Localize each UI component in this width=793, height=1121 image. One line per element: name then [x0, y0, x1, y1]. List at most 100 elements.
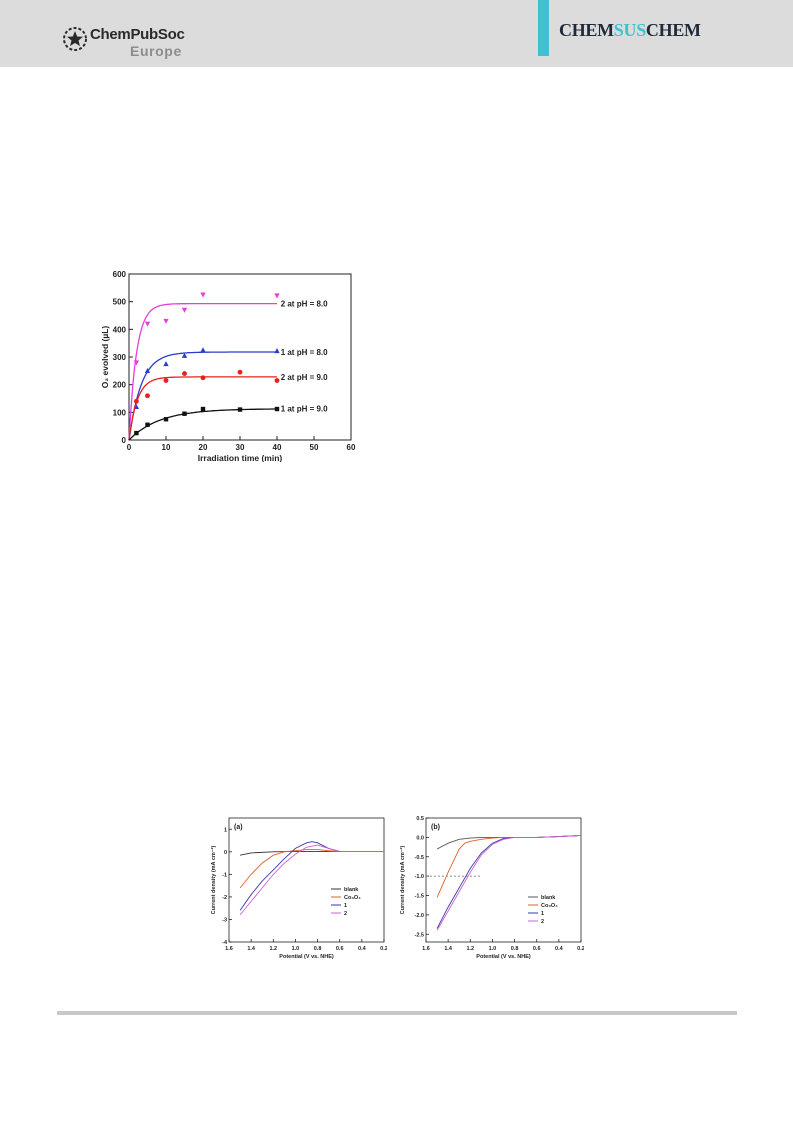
legend-label: 1	[541, 911, 544, 917]
y-tick-label: 0	[122, 436, 127, 445]
data-point	[200, 406, 206, 412]
y-tick-label: -1.5	[415, 894, 424, 900]
x-tick-label: 0.6	[336, 946, 344, 952]
data-point	[145, 393, 150, 399]
y-tick-label: -1	[222, 872, 227, 878]
x-tick-label: 0.2	[577, 946, 584, 952]
legend-label: blank	[344, 887, 359, 893]
x-tick-label: 30	[236, 443, 245, 452]
data-point	[145, 422, 150, 427]
x-tick-label: 1.2	[466, 946, 474, 952]
journal-title-part-2: SUS	[613, 20, 646, 40]
series-group: 2 at pH = 8.0	[128, 292, 328, 441]
x-tick-label: 10	[162, 443, 171, 452]
o2-evolution-chart: 0 10 20 30 40 50 600100200300400500600Irradiat…	[100, 270, 356, 462]
y-tick-label: -4	[222, 940, 228, 946]
data-point	[163, 318, 169, 324]
y-axis-label: Current density (mA cm⁻²)	[399, 845, 406, 914]
x-tick-label: 1.4	[247, 946, 256, 952]
plot-frame	[425, 817, 582, 943]
x-tick-label: 1.6	[422, 946, 430, 952]
x-tick-label: 60	[347, 443, 356, 452]
lsv-panel-b-chart: 1.6 1.4 1.2 1.0 0.8 0.6 0.4 0.2 0.5 0.0 -0.5 -1.0 -1…	[399, 816, 584, 960]
y-tick-label: 600	[113, 270, 127, 279]
cv-panel-a-figure: 1.6 1.4 1.2 1.0 0.8 0.6 0.4 0.2 1 0 -1 -2 -3 -4 Potent…	[207, 816, 387, 961]
o2-evolution-figure: 0 10 20 30 40 50 60 0 100 200 300 400 500 600 Irradiat…	[100, 266, 362, 462]
legend-label: 2	[541, 919, 544, 925]
series-group: 2 at pH = 9.0	[128, 369, 328, 441]
data-point	[200, 375, 206, 381]
header-accent-bar	[538, 0, 549, 56]
series-label: 1 at pH = 8.0	[281, 348, 328, 357]
y-tick-label: 400	[113, 325, 127, 334]
legend-label: Co₃O₄	[344, 895, 361, 901]
x-tick-label: 50	[310, 443, 319, 452]
y-tick-label: 500	[113, 298, 127, 307]
series-group: 1 at pH = 9.0	[128, 405, 328, 441]
fit-curve	[128, 302, 277, 441]
x-axis-label: Potential (V vs. NHE)	[476, 954, 531, 960]
y-tick-label: -2	[222, 895, 227, 901]
y-tick-label: 0	[224, 850, 227, 856]
y-tick-label: 200	[113, 381, 127, 390]
data-point	[200, 292, 206, 298]
panel-label: (b)	[431, 824, 440, 831]
data-point	[200, 347, 206, 353]
journal-title: CHEMSUSCHEM	[559, 20, 701, 41]
x-tick-label: 1.0	[292, 946, 300, 952]
data-point	[163, 417, 169, 422]
fit-curve	[128, 408, 277, 441]
data-point	[182, 371, 187, 377]
page-header: ChemPubSoc Europe CHEMSUSCHEM	[0, 0, 793, 67]
data-point	[274, 406, 280, 412]
plot-frame	[228, 817, 385, 943]
series-group: 1 at pH = 8.0	[128, 347, 328, 441]
series-line	[239, 844, 384, 916]
series-line	[436, 834, 582, 931]
legend-label: 1	[344, 903, 347, 909]
x-tick-label: 20	[199, 443, 208, 452]
data-point	[181, 307, 188, 313]
series-label: 2 at pH = 8.0	[281, 300, 328, 309]
x-axis-label: Irradiation time (min)	[198, 453, 283, 462]
star-circle-icon	[63, 27, 87, 51]
data-point	[144, 367, 151, 374]
y-tick-label: -1.0	[415, 874, 424, 880]
x-tick-label: 40	[273, 443, 282, 452]
legend-label: 2	[344, 911, 347, 917]
legend-label: blank	[541, 895, 556, 901]
y-tick-label: -0.5	[415, 855, 424, 861]
journal-title-part-1: CHEM	[559, 20, 614, 40]
x-tick-label: 0.2	[380, 946, 387, 952]
series-line	[240, 850, 384, 856]
y-tick-label: 1	[224, 827, 227, 833]
data-point	[144, 321, 151, 327]
x-tick-label: 1.0	[489, 946, 497, 952]
data-point	[237, 369, 243, 375]
y-tick-label: 0.0	[416, 835, 424, 841]
data-point	[133, 398, 139, 404]
x-tick-label: 1.6	[225, 946, 233, 952]
data-point	[133, 360, 140, 366]
series-label: 2 at pH = 9.0	[281, 373, 328, 382]
chempubsoc-logo: ChemPubSoc Europe	[62, 22, 212, 62]
x-tick-label: 0.6	[533, 946, 541, 952]
journal-title-part-3: CHEM	[645, 20, 701, 40]
publisher-region: Europe	[130, 43, 182, 59]
y-tick-label: -2.0	[415, 913, 424, 919]
x-tick-label: 1.4	[444, 946, 453, 952]
y-axis-label: O₂ evolved (µL)	[100, 326, 110, 389]
y-tick-label: 100	[113, 408, 127, 417]
y-tick-label: -3	[222, 917, 227, 923]
panel-label: (a)	[234, 824, 243, 831]
data-point	[134, 430, 139, 436]
publisher-name: ChemPubSoc	[90, 26, 185, 43]
data-point	[274, 293, 280, 299]
lsv-panel-b-figure: 1.6 1.4 1.2 1.0 0.8 0.6 0.4 0.2 0.5 0.0 -0.5 -1.0 -1…	[396, 816, 584, 961]
y-tick-label: 300	[113, 353, 127, 362]
footer-divider	[57, 1011, 737, 1015]
series-label: 1 at pH = 9.0	[281, 405, 328, 414]
data-point	[163, 361, 169, 367]
data-point	[237, 407, 243, 412]
data-point	[274, 348, 280, 354]
